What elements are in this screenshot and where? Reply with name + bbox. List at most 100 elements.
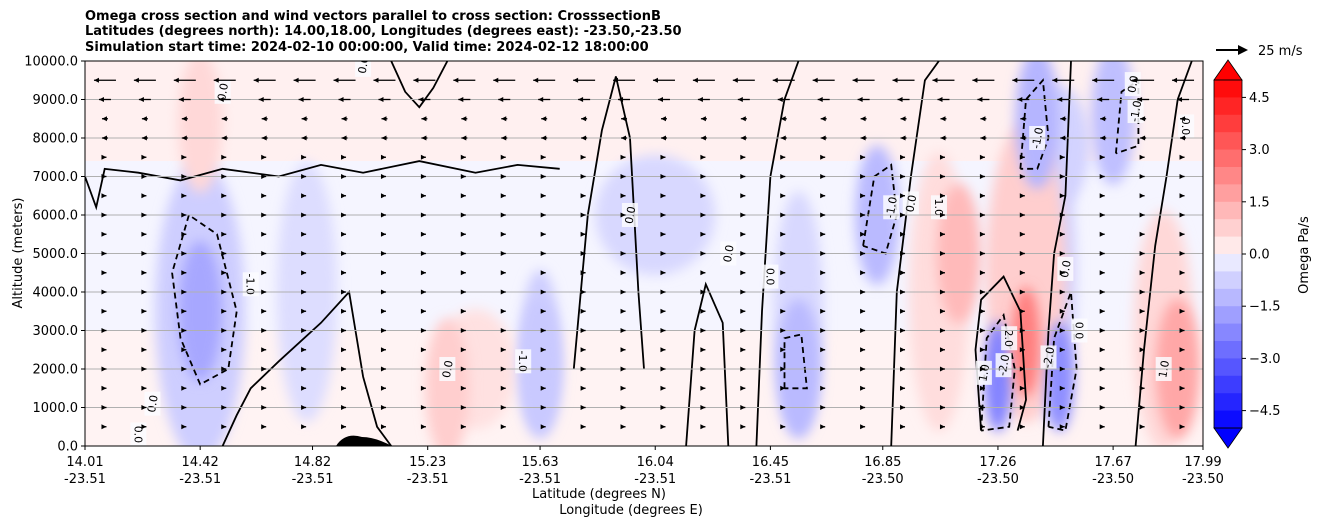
wind-vector-133-head (939, 154, 945, 160)
wind-vector-74-head (820, 116, 826, 122)
wind-vector-162-head (979, 174, 985, 179)
colorbar-extend-top (1213, 59, 1243, 81)
wind-vector-203-head (380, 212, 386, 218)
wind-vector-443-head (1019, 366, 1025, 372)
wind-vector-276-head (1059, 251, 1065, 256)
wind-vector-421-head (141, 366, 147, 372)
wind-vector-481-head (301, 405, 307, 410)
wind-vector-316-head (420, 289, 426, 295)
wind-vector-418-head (1139, 347, 1145, 353)
wind-vector-184-head (740, 193, 746, 199)
wind-vector-412-head (900, 347, 906, 353)
wind-vector-81-head (1100, 116, 1106, 122)
x-tick-lat-1: 14.42 (182, 455, 219, 470)
wind-vector-237-head (620, 231, 626, 237)
wind-vector-243-head (860, 231, 866, 237)
wind-vector-89-head (301, 135, 307, 141)
wind-vector-428-head (420, 366, 426, 372)
wind-vector-275-head (1019, 251, 1025, 256)
wind-vector-427-head (380, 366, 386, 372)
wind-vector-217-head (939, 212, 945, 218)
wind-vector-93-head (461, 135, 467, 141)
wind-vector-15-head (692, 77, 698, 83)
wind-vector-9-head (453, 77, 459, 83)
x-tick-lat-0: 14.01 (66, 455, 103, 470)
contour-solid-5 (974, 275, 1027, 431)
contour-label-bg-6 (515, 349, 532, 374)
wind-vector-146-head (341, 174, 347, 179)
x-axis-label-lon: Longitude (degrees E) (559, 503, 703, 518)
wind-vector-167-head (1179, 174, 1185, 179)
wind-vector-205-head (460, 212, 466, 218)
wind-vector-329-head (939, 289, 945, 295)
wind-vector-69-head (621, 116, 627, 122)
wind-vector-246-head (979, 231, 985, 237)
contour-dashed-2 (783, 333, 808, 390)
contour-label-1: 0.0 (145, 394, 161, 413)
wind-vector-58-head (181, 116, 187, 122)
wind-vector-198-head (181, 212, 187, 218)
wind-vector-163-head (1019, 174, 1025, 179)
wind-vector-200-head (261, 212, 267, 218)
wind-vector-201-head (301, 212, 307, 218)
wind-vector-40-head (578, 97, 584, 102)
wind-vector-7-head (373, 77, 379, 83)
wind-vector-355-head (860, 308, 866, 314)
wind-vector-87-head (221, 135, 227, 141)
wind-vector-435-head (700, 366, 706, 372)
wind-vector-440-head (900, 366, 906, 372)
wind-vector-267-head (700, 251, 706, 256)
wind-vector-284-head (261, 270, 267, 276)
wind-vector-101-head (780, 135, 786, 141)
wind-vector-373-head (460, 328, 466, 333)
wind-vector-510-head (341, 424, 347, 430)
wind-vector-453-head (301, 385, 307, 391)
wind-vector-193-head (1099, 193, 1105, 199)
contour-label-6: -1.0 (516, 351, 529, 372)
wind-vector-20-head (892, 77, 898, 83)
wind-vector-109-head (1100, 135, 1106, 141)
contour-label-2: 0.0 (215, 82, 231, 101)
wind-vector-482-head (341, 405, 347, 410)
wind-vector-387-head (1019, 328, 1025, 333)
wind-vector-60-head (261, 116, 267, 122)
wind-vector-225-head (141, 231, 147, 237)
wind-vector-407-head (700, 347, 706, 353)
wind-vector-392-head (101, 347, 107, 353)
wind-vector-126-head (660, 154, 666, 160)
wind-vector-508-head (261, 424, 267, 430)
wind-vector-68-head (581, 116, 587, 122)
wind-vector-214-head (820, 212, 826, 218)
wind-vector-293-head (620, 270, 626, 276)
wind-vector-136-head (1059, 154, 1065, 160)
wind-vector-307-head (1179, 270, 1185, 276)
wind-vector-394-head (181, 347, 187, 353)
wind-vector-328-head (900, 289, 906, 295)
wind-vector-127-head (700, 154, 706, 160)
wind-vector-47-head (857, 97, 863, 102)
wind-vector-454-head (341, 385, 347, 391)
wind-vector-365-head (141, 328, 147, 333)
colorbar-segment-5 (1214, 167, 1242, 185)
y-tick-label-9: 9000.0 (33, 93, 79, 108)
wind-vector-339-head (221, 308, 227, 314)
contour-label-bg-3 (242, 272, 259, 297)
wind-vector-264-head (580, 251, 586, 256)
wind-vector-221-head (1099, 212, 1105, 218)
wind-vector-493-head (780, 405, 786, 410)
wind-vector-1-head (133, 77, 139, 83)
wind-vector-30-head (178, 97, 184, 102)
wind-vector-258-head (341, 251, 347, 256)
wind-vector-496-head (900, 405, 906, 410)
wind-vector-171-head (221, 193, 227, 199)
wind-vector-55-head (1177, 97, 1183, 102)
contour-label-bg-23 (1127, 99, 1144, 124)
wind-vector-461-head (620, 385, 626, 391)
wind-reference-arrowhead (1238, 45, 1248, 55)
wind-vector-240-head (740, 231, 746, 237)
wind-vector-301-head (939, 270, 945, 276)
wind-vector-34-head (338, 97, 344, 102)
wind-vector-233-head (460, 231, 466, 237)
wind-vector-395-head (221, 347, 227, 353)
